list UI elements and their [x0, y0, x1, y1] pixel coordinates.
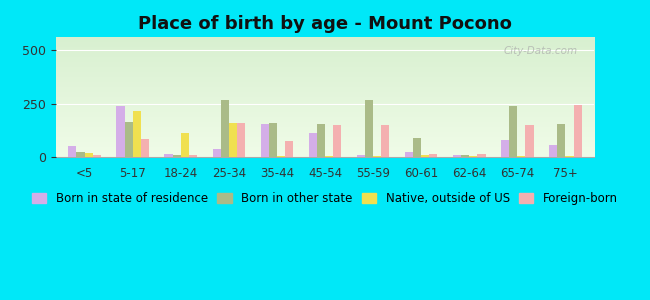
- Bar: [116, 106, 125, 157]
- Bar: [84, 153, 93, 157]
- Bar: [173, 155, 181, 157]
- Bar: [229, 123, 237, 157]
- Bar: [309, 134, 317, 157]
- Bar: [261, 124, 268, 157]
- Bar: [573, 105, 582, 157]
- Bar: [141, 139, 149, 157]
- Title: Place of birth by age - Mount Pocono: Place of birth by age - Mount Pocono: [138, 15, 512, 33]
- Bar: [285, 141, 293, 157]
- Bar: [413, 138, 421, 157]
- Bar: [477, 154, 486, 157]
- Bar: [277, 156, 285, 157]
- Bar: [181, 134, 189, 157]
- Bar: [421, 155, 429, 157]
- Bar: [501, 140, 509, 157]
- Bar: [317, 124, 325, 157]
- Bar: [93, 155, 101, 157]
- Bar: [125, 122, 133, 157]
- Bar: [453, 155, 461, 157]
- Bar: [189, 155, 197, 157]
- Bar: [549, 145, 557, 157]
- Bar: [325, 156, 333, 157]
- Bar: [509, 106, 517, 157]
- Bar: [268, 123, 277, 157]
- Bar: [373, 156, 382, 157]
- Bar: [357, 155, 365, 157]
- Bar: [517, 156, 525, 157]
- Legend: Born in state of residence, Born in other state, Native, outside of US, Foreign-: Born in state of residence, Born in othe…: [32, 192, 617, 205]
- Bar: [333, 125, 341, 157]
- Bar: [365, 100, 373, 157]
- Bar: [461, 155, 469, 157]
- Bar: [429, 154, 437, 157]
- Bar: [77, 152, 85, 157]
- Bar: [237, 123, 245, 157]
- Bar: [525, 125, 534, 157]
- Bar: [469, 156, 477, 157]
- Bar: [557, 124, 566, 157]
- Text: City-Data.com: City-Data.com: [504, 46, 578, 56]
- Bar: [221, 100, 229, 157]
- Bar: [566, 156, 573, 157]
- Bar: [382, 125, 389, 157]
- Bar: [164, 154, 173, 157]
- Bar: [68, 146, 77, 157]
- Bar: [133, 111, 141, 157]
- Bar: [405, 152, 413, 157]
- Bar: [213, 149, 221, 157]
